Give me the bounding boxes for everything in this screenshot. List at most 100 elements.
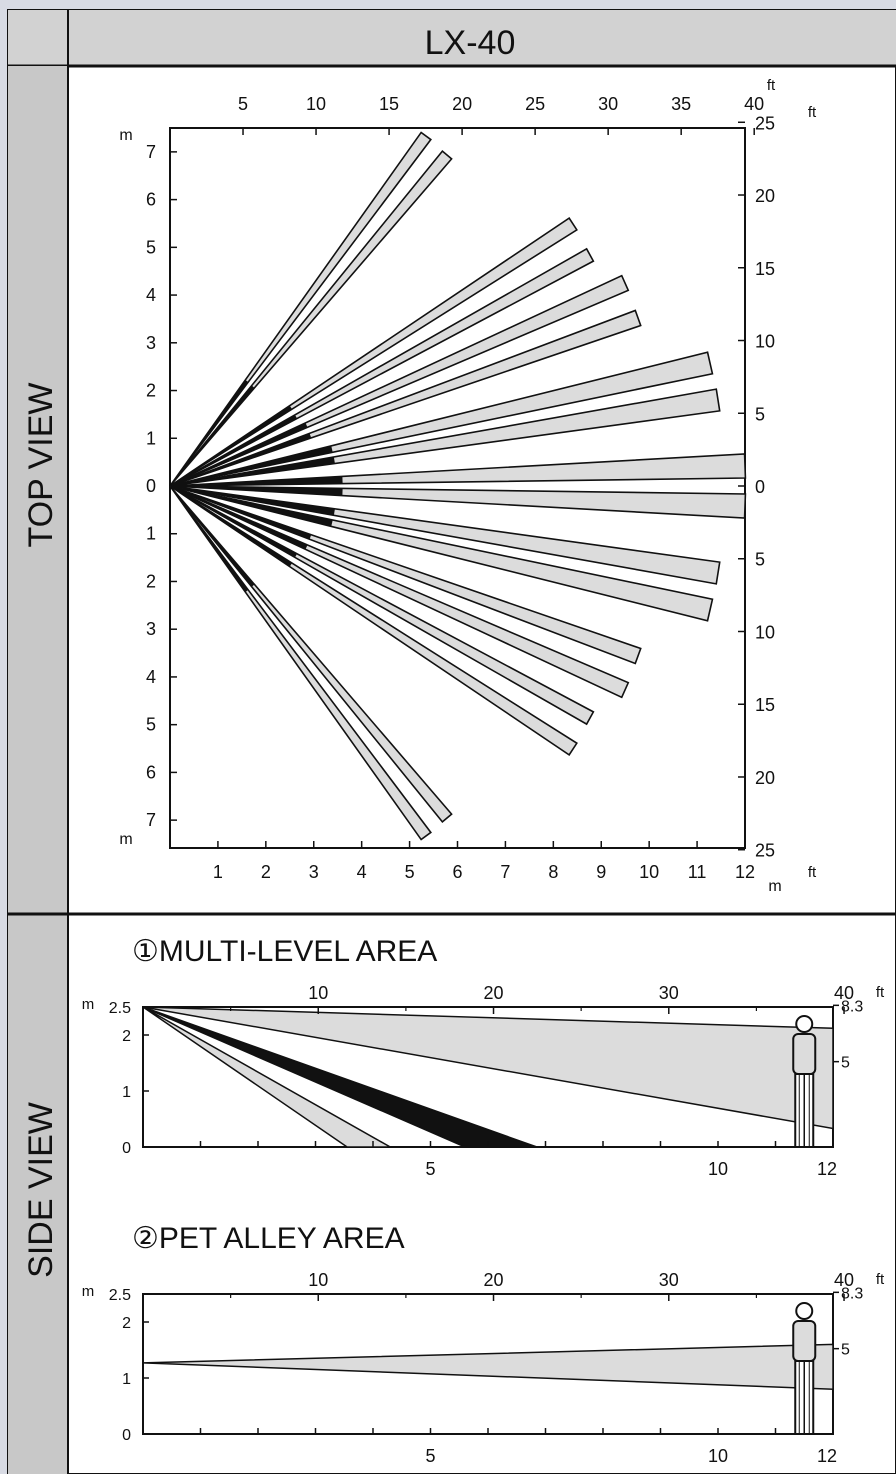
y-ft-tick-label: 25 xyxy=(755,841,775,861)
y-m-tick-label: 1 xyxy=(122,1371,131,1388)
x-m-tick-label: 5 xyxy=(425,1159,435,1179)
y-m-tick-label: 7 xyxy=(146,810,156,830)
x-m-tick-label: 12 xyxy=(817,1446,837,1466)
x-ft-tick-label: 5 xyxy=(238,94,248,114)
person-head xyxy=(795,1015,814,1033)
x-m-tick-label: 4 xyxy=(357,862,367,882)
x-ft-unit: ft xyxy=(767,77,776,94)
far-zone xyxy=(142,1006,834,1130)
area-title: ①MULTI-LEVEL AREA xyxy=(132,935,437,968)
near-zone xyxy=(170,445,333,486)
x-ft-tick-label: 15 xyxy=(379,94,399,114)
person-figure xyxy=(792,1302,817,1435)
ft-unit: ft xyxy=(876,1271,885,1288)
near-zone xyxy=(170,379,249,486)
y-ft-tick-label: 15 xyxy=(755,695,775,715)
y-ft-unit-bottom: ft xyxy=(808,864,817,881)
y-ft-tick-label: 5 xyxy=(841,1342,850,1359)
x-ft-tick-label: 20 xyxy=(484,1270,504,1290)
mid-zone-dark xyxy=(142,1006,538,1148)
y-m-tick-label: 2 xyxy=(122,1315,131,1332)
x-m-tick-label: 9 xyxy=(596,862,606,882)
y-ft-tick-label: 8.3 xyxy=(841,1285,863,1302)
person-body xyxy=(792,1033,817,1075)
y-ft-tick-label: 5 xyxy=(841,1055,850,1072)
person-head xyxy=(795,1302,814,1320)
near-zone xyxy=(170,456,335,486)
side-view-label: SIDE VIEW xyxy=(22,1102,60,1278)
y-m-tick-label: 3 xyxy=(146,333,156,353)
y-m-tick-label: 3 xyxy=(146,619,156,639)
label-column xyxy=(8,66,68,1474)
x-ft-tick-label: 20 xyxy=(484,983,504,1003)
x-m-unit: m xyxy=(768,878,781,895)
y-m-tick-label: 2 xyxy=(122,1028,131,1045)
person-body xyxy=(792,1320,817,1362)
y-m-tick-label: 1 xyxy=(122,1084,131,1101)
x-m-tick-label: 2 xyxy=(261,862,271,882)
x-m-tick-label: 5 xyxy=(425,1446,435,1466)
y-ft-tick-label: 15 xyxy=(755,259,775,279)
model-title: LX-40 xyxy=(425,24,516,62)
y-m-tick-label: 2 xyxy=(146,381,156,401)
near-zone xyxy=(170,405,293,486)
y-m-tick-label: 2 xyxy=(146,571,156,591)
top-view-label: TOP VIEW xyxy=(22,382,60,547)
x-ft-tick-label: 40 xyxy=(834,1270,854,1290)
near-zone xyxy=(170,486,335,516)
y-m-tick-label: 2.5 xyxy=(109,1287,131,1304)
x-m-tick-label: 6 xyxy=(452,862,462,882)
pet-alley-zone xyxy=(142,1343,834,1390)
y-m-tick-label: 0 xyxy=(122,1140,131,1157)
x-m-tick-label: 10 xyxy=(708,1446,728,1466)
x-ft-tick-label: 40 xyxy=(744,94,764,114)
x-ft-tick-label: 20 xyxy=(452,94,472,114)
x-m-tick-label: 12 xyxy=(817,1159,837,1179)
near-zone xyxy=(170,486,312,540)
x-m-tick-label: 5 xyxy=(405,862,415,882)
m-unit: m xyxy=(82,1283,95,1300)
y-m-tick-label: 7 xyxy=(146,142,156,162)
y-m-tick-label: 1 xyxy=(146,524,156,544)
x-ft-tick-label: 30 xyxy=(598,94,618,114)
x-m-tick-label: 10 xyxy=(639,862,659,882)
x-ft-tick-label: 35 xyxy=(671,94,691,114)
near-zone xyxy=(170,414,298,486)
x-ft-tick-label: 10 xyxy=(306,94,326,114)
y-ft-tick-label: 20 xyxy=(755,768,775,788)
y-m-unit-top: m xyxy=(119,127,132,144)
near-zone xyxy=(170,476,343,486)
x-m-tick-label: 7 xyxy=(500,862,510,882)
near-zone xyxy=(170,486,293,567)
x-m-tick-label: 10 xyxy=(708,1159,728,1179)
mid-zone-light xyxy=(142,1006,394,1148)
y-m-tick-label: 4 xyxy=(146,285,156,305)
y-m-tick-label: 2.5 xyxy=(109,1000,131,1017)
y-ft-tick-label: 8.3 xyxy=(841,998,863,1015)
y-m-tick-label: 6 xyxy=(146,190,156,210)
y-m-tick-label: 5 xyxy=(146,715,156,735)
x-ft-tick-label: 40 xyxy=(834,983,854,1003)
y-m-unit-bottom: m xyxy=(119,831,132,848)
near-zone xyxy=(170,422,308,486)
near-zone xyxy=(170,486,255,587)
ft-unit: ft xyxy=(876,984,885,1001)
y-ft-tick-label: 5 xyxy=(755,404,765,424)
near-zone xyxy=(170,433,312,486)
near-zone xyxy=(170,486,343,496)
x-ft-tick-label: 25 xyxy=(525,94,545,114)
m-unit: m xyxy=(82,996,95,1013)
x-ft-tick-label: 10 xyxy=(308,983,328,1003)
header-bar xyxy=(8,10,896,66)
y-m-tick-label: 6 xyxy=(146,762,156,782)
y-ft-tick-label: 0 xyxy=(755,477,765,497)
y-m-tick-label: 5 xyxy=(146,237,156,257)
x-m-tick-label: 11 xyxy=(688,862,707,882)
y-ft-tick-label: 10 xyxy=(755,622,775,642)
x-m-tick-label: 8 xyxy=(548,862,558,882)
x-ft-tick-label: 30 xyxy=(659,1270,679,1290)
